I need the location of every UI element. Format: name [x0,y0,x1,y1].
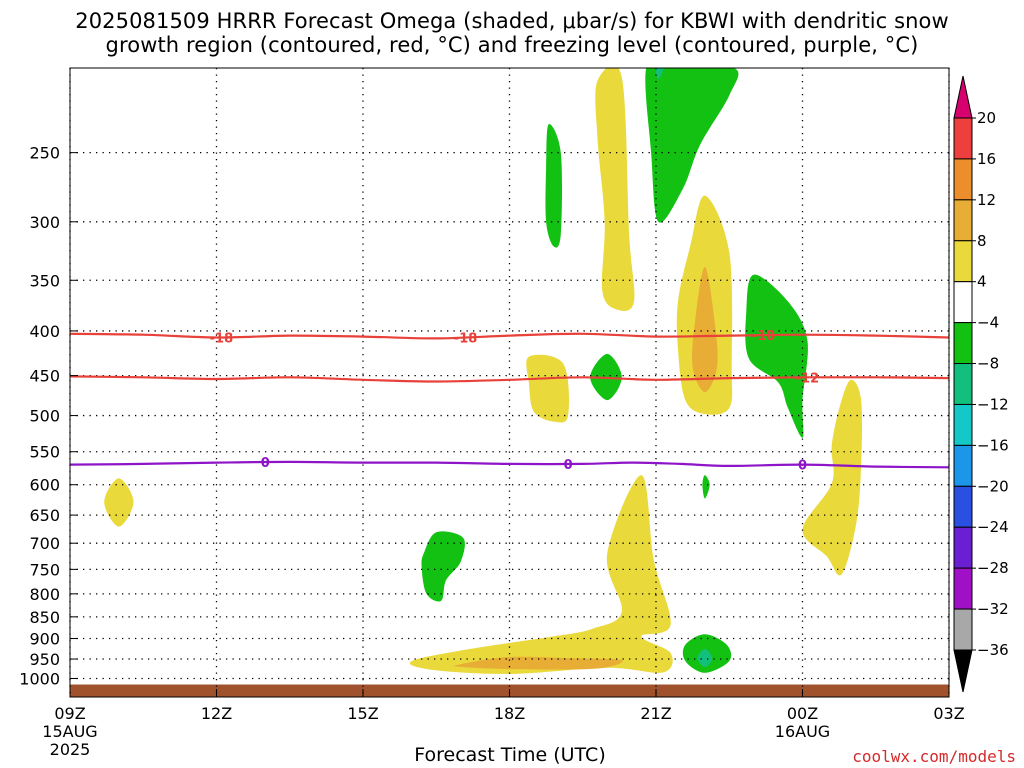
colorbar: 20 16 12 8 4 −4 −8 −12 −16 −20 −24 −28 −32 −36 [953,75,1009,693]
contour-label: -18 [210,331,234,346]
contour-label: -12 [796,371,820,386]
y-tick-label: 300 [29,213,60,232]
contour-label: 0 [798,459,807,474]
y-tick-label: 600 [29,476,60,495]
x-tick-sublabel: 15AUG [42,722,97,741]
colorbar-swatch [953,608,973,651]
colorbar-label: −24 [977,518,1009,536]
colorbar-label: 8 [977,232,987,250]
colorbar-swatch [953,158,973,201]
colorbar-swatch [953,281,973,324]
y-tick-label: 750 [29,560,60,579]
omega-region [595,68,635,311]
freezing-level-contour [70,460,949,469]
x-tick-label: 09Z [54,704,85,723]
x-tick-label: 03Z [933,704,964,723]
omega-region [545,123,563,248]
colorbar-label: −8 [977,355,999,373]
omega-region [645,68,739,223]
x-tick-label: 21Z [640,704,671,723]
colorbar-label: −16 [977,436,1009,454]
colorbar-swatch [953,117,973,160]
colorbar-swatch [953,485,973,528]
colorbar-swatch [953,322,973,365]
colorbar-label: 4 [977,273,987,291]
dendritic-contour-line [70,332,949,340]
colorbar-swatch [953,240,973,283]
colorbar-label: −20 [977,477,1009,495]
omega-region [104,478,134,527]
colorbar-swatch [953,526,973,569]
colorbar-label: 20 [977,109,996,127]
chart-title: 2025081509 HRRR Forecast Omega (shaded, … [75,9,949,33]
y-tick-label: 650 [29,506,60,525]
omega-region [697,648,713,667]
colorbar-swatch [953,199,973,242]
y-tick-label: 400 [29,322,60,341]
y-tick-label: 550 [29,443,60,462]
colorbar-arrow-top [953,75,973,119]
x-tick-label: 00Z [787,704,818,723]
omega-region [692,267,718,393]
y-tick-label: 700 [29,534,60,553]
colorbar-swatch [953,567,973,610]
y-tick-label: 350 [29,271,60,290]
x-tick-label: 15Z [347,704,378,723]
omega-region [453,656,623,670]
colorbar-label: −36 [977,641,1009,659]
omega-region [745,274,808,438]
colorbar-arrow-bottom [953,649,973,693]
colorbar-label: −12 [977,395,1009,413]
y-tick-label: 950 [29,650,60,669]
omega-region [421,531,465,602]
y-tick-label: 1000 [19,669,60,688]
x-tick-label: 12Z [201,704,232,723]
colorbar-label: 12 [977,191,996,209]
colorbar-swatch [953,403,973,446]
credit-text: coolwx.com/models [852,747,1016,766]
y-tick-label: 250 [29,144,60,163]
contour-labels: -18 -18 -18 -12 0 0 0 [210,329,820,474]
colorbar-label: −28 [977,559,1009,577]
y-tick-label: 800 [29,585,60,604]
chart-subtitle: growth region (contoured, red, °C) and f… [105,33,919,57]
colorbar-label: −4 [977,314,999,332]
colorbar-label: −32 [977,600,1009,618]
y-tick-label: 900 [29,630,60,649]
omega-shading [104,68,863,674]
omega-region [409,475,673,674]
colorbar-label: 16 [977,150,996,168]
x-tick-sublabel: 2025 [50,740,91,759]
dendritic-contour-line [70,375,949,383]
omega-region [802,379,863,576]
colorbar-swatch [953,444,973,487]
x-tick-label: 18Z [494,704,525,723]
y-axis: 250 300 350 400 450 500 550 600 650 700 750 800 850 9… [19,144,78,688]
temperature-contours [70,332,949,469]
contour-label: -18 [752,329,776,344]
omega-region [702,475,710,499]
y-tick-label: 450 [29,367,60,386]
omega-region [655,68,664,80]
contour-label: 0 [261,456,270,471]
y-tick-label: 850 [29,608,60,627]
contour-label: 0 [564,458,573,473]
x-axis-label: Forecast Time (UTC) [414,744,606,766]
contour-label: -18 [454,331,478,346]
y-tick-label: 500 [29,407,60,426]
omega-region [526,354,569,423]
colorbar-swatch [953,363,973,405]
x-tick-sublabel: 16AUG [775,722,830,741]
